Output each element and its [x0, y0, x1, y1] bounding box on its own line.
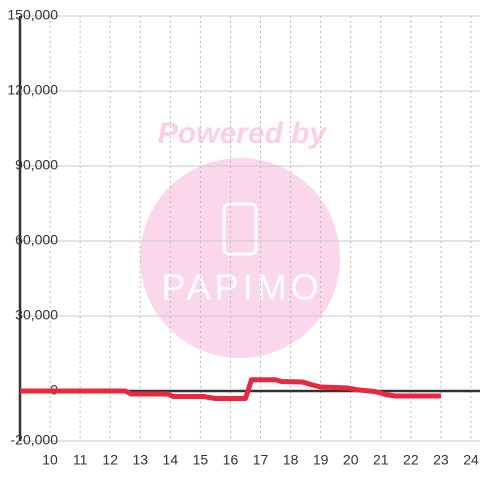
x-tick-label: 13: [132, 452, 148, 468]
y-tick-label: 60,000: [15, 232, 58, 248]
x-tick-label: 24: [463, 452, 479, 468]
watermark-text: Powered by: [158, 117, 328, 150]
x-tick-label: 11: [73, 452, 88, 468]
x-tick-label: 22: [403, 452, 419, 468]
x-tick-label: 20: [343, 452, 359, 468]
line-series: [20, 377, 441, 401]
y-tick-label: 90,000: [15, 157, 58, 173]
watermark-circle: [140, 158, 340, 358]
watermark-icon: [222, 202, 258, 256]
x-tick-label: 10: [42, 452, 58, 468]
x-tick-label: 15: [193, 452, 209, 468]
x-tick-label: 21: [373, 452, 389, 468]
x-tick-label: 14: [163, 452, 179, 468]
y-tick-label: 150,000: [7, 7, 58, 23]
y-tick-label: -20,000: [11, 432, 59, 448]
x-tick-label: 16: [223, 452, 239, 468]
watermark-logo: PAPIMO: [161, 267, 322, 308]
x-tick-label: 18: [283, 452, 299, 468]
x-tick-label: 19: [313, 452, 329, 468]
y-tick-label: 120,000: [7, 82, 58, 98]
x-tick-label: 12: [102, 452, 118, 468]
x-tick-label: 17: [253, 452, 269, 468]
y-tick-label: 30,000: [15, 307, 58, 323]
x-tick-label: 23: [433, 452, 449, 468]
